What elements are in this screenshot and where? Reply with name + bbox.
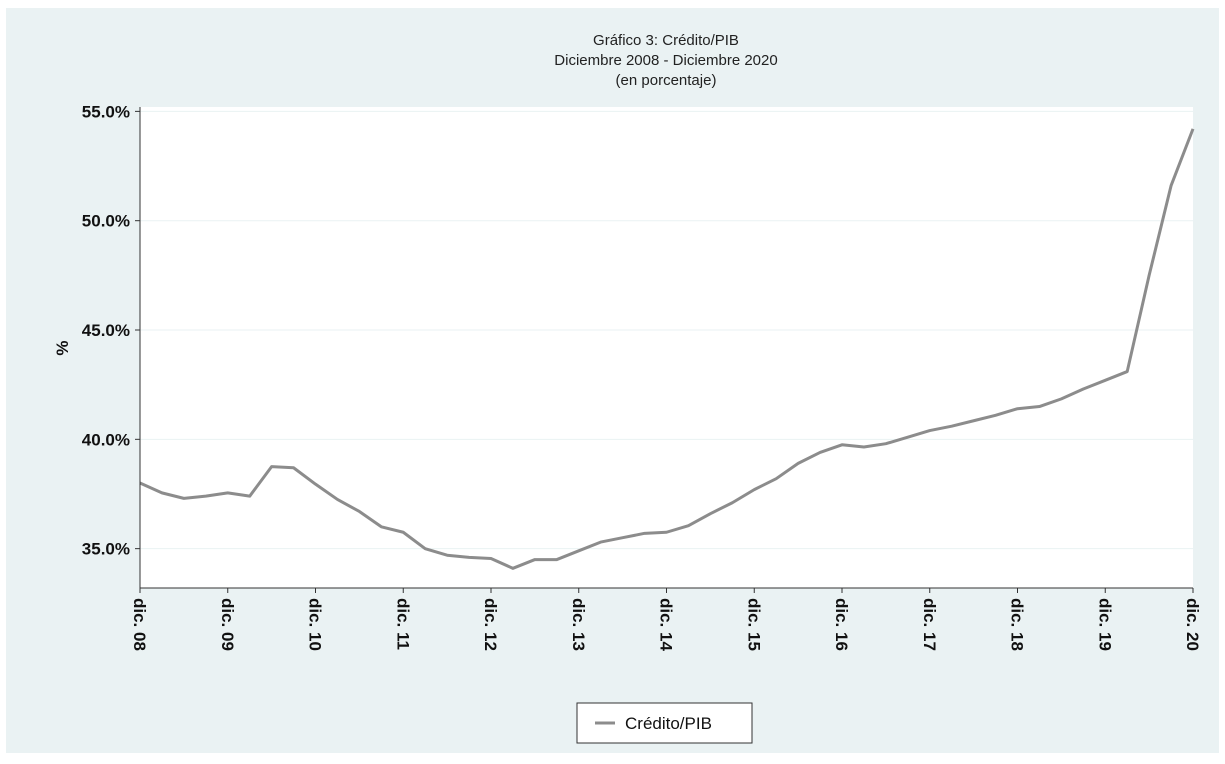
chart-subtitle: Diciembre 2008 - Diciembre 2020 <box>554 52 777 69</box>
y-tick-label: 35.0% <box>82 540 130 559</box>
plot-area <box>140 107 1193 588</box>
x-tick-label: dic. 15 <box>744 598 763 651</box>
grid <box>140 110 1193 550</box>
x-tick-label: dic. 09 <box>218 598 237 651</box>
x-tick-label: dic. 16 <box>832 598 851 651</box>
x-tick-label: dic. 08 <box>130 598 149 651</box>
data-line <box>139 128 1195 570</box>
y-tick-label: 50.0% <box>82 212 130 231</box>
x-tick-label: dic. 18 <box>1008 598 1027 651</box>
x-tick-label: dic. 20 <box>1183 598 1202 651</box>
y-tick-label: 45.0% <box>82 321 130 340</box>
y-tick-label: 55.0% <box>82 102 130 121</box>
legend-label: Crédito/PIB <box>625 714 712 733</box>
x-tick-label: dic. 14 <box>657 598 676 651</box>
x-tick-label: dic. 17 <box>920 598 939 651</box>
chart-note: (en porcentaje) <box>616 72 717 89</box>
x-tick-label: dic. 10 <box>306 598 325 651</box>
lines <box>139 128 1195 570</box>
chart-title: Gráfico 3: Crédito/PIB <box>593 32 739 49</box>
x-tick-label: dic. 12 <box>481 598 500 651</box>
y-tick-label: 40.0% <box>82 430 130 449</box>
x-tick-label: dic. 11 <box>393 598 412 650</box>
labels: 35.0% 40.0% 45.0% 50.0% 55.0% dic. 08 dic. 09 d… <box>82 102 1202 651</box>
y-axis-label: % <box>53 340 72 355</box>
x-tick-label: dic. 19 <box>1095 598 1114 651</box>
legend-items: Crédito/PIB <box>595 714 712 733</box>
x-tick-label: dic. 13 <box>569 598 588 651</box>
